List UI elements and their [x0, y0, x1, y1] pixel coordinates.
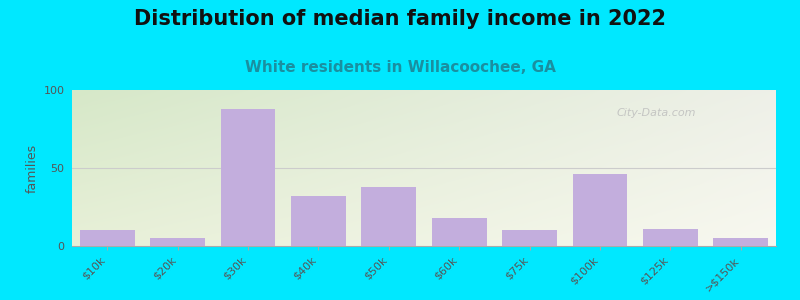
Bar — [573, 174, 627, 246]
Bar — [221, 109, 275, 246]
Bar — [291, 196, 346, 246]
Bar — [362, 187, 416, 246]
Text: White residents in Willacoochee, GA: White residents in Willacoochee, GA — [245, 60, 555, 75]
Text: Distribution of median family income in 2022: Distribution of median family income in … — [134, 9, 666, 29]
Bar — [432, 218, 486, 246]
Text: City-Data.com: City-Data.com — [617, 108, 696, 118]
Bar — [150, 238, 205, 246]
Bar — [80, 230, 134, 246]
Bar — [714, 238, 768, 246]
Bar — [502, 230, 557, 246]
Y-axis label: families: families — [26, 143, 39, 193]
Bar — [643, 229, 698, 246]
